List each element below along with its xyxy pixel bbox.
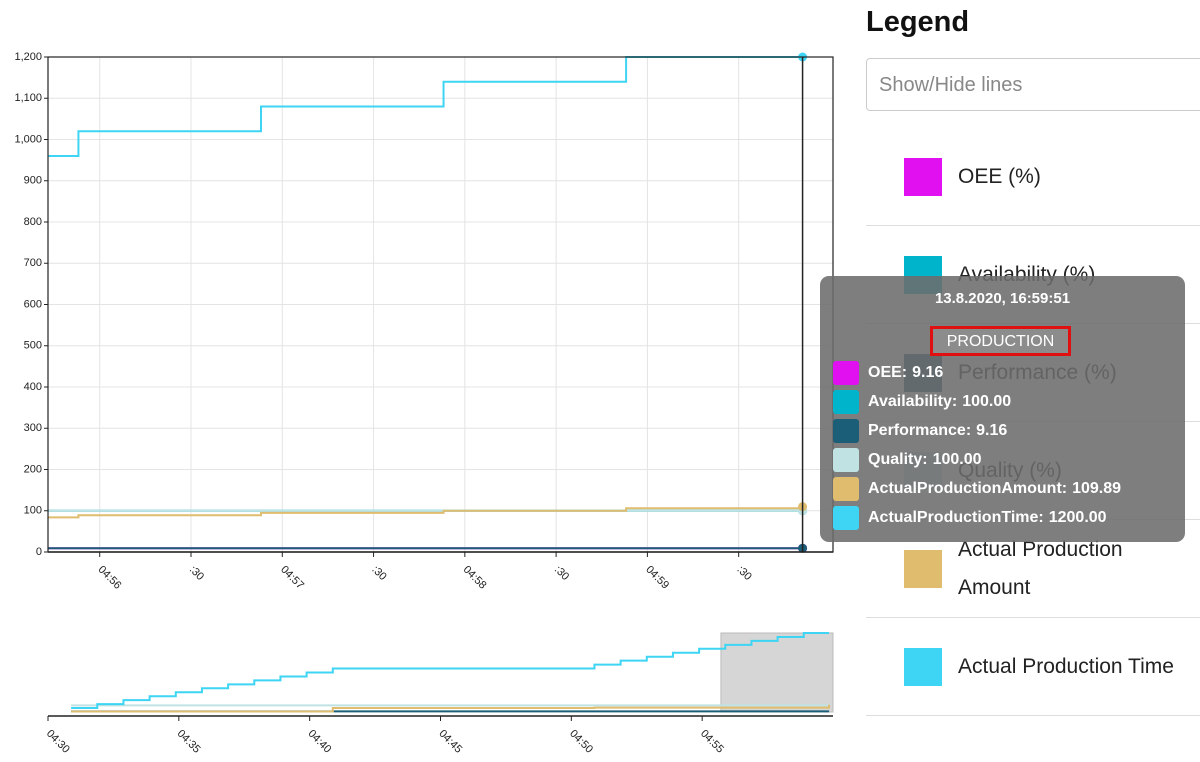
x-tick-label: 04:57 (278, 564, 306, 592)
legend-label: OEE (%) (958, 164, 1041, 188)
tooltip-row: ActualProductionTime: 1200.00 (833, 506, 1107, 530)
tooltip-value: 109.89 (1072, 480, 1122, 497)
tooltip-swatch (833, 361, 859, 385)
tooltip-swatch (833, 390, 859, 414)
tooltip-swatch (833, 506, 859, 530)
legend-item[interactable]: OEE (%) (866, 128, 1200, 226)
chart: 0 100 200 300 400 500 600 700 800 900 1,000 1,100 1,… (14, 51, 834, 756)
x-tick-label: 04:35 (175, 728, 203, 756)
tooltip-badge: PRODUCTION (930, 326, 1071, 356)
y-tick-label: 0 (36, 546, 42, 558)
x-tick-label: 04:58 (461, 564, 489, 592)
tooltip-row: Quality: 100.00 (833, 448, 982, 472)
tooltip-label: ActualProductionTime: (868, 509, 1044, 526)
x-tick-label: :30 (552, 564, 571, 583)
series-line (71, 704, 831, 713)
y-tick-label: 900 (24, 175, 42, 187)
tooltip-row: ActualProductionAmount: 109.89 (833, 477, 1121, 501)
legend-item[interactable]: Actual Production Amount (866, 520, 1200, 618)
series-line (48, 506, 804, 519)
series-line (48, 56, 803, 157)
y-tick-label: 100 (24, 505, 42, 517)
y-tick-label: 1,200 (14, 51, 42, 63)
legend-label: Actual Production Time (958, 654, 1174, 678)
x-tick-label: :30 (735, 564, 754, 583)
filter-input[interactable]: Show/Hide lines (866, 58, 1200, 111)
x-tick-label: 04:56 (96, 564, 124, 592)
brush-selection (720, 632, 834, 713)
tooltip-row: Availability: 100.00 (833, 390, 1011, 414)
y-tick-label: 400 (24, 381, 42, 393)
tooltip-value: 9.16 (976, 422, 1008, 439)
tooltip-title: 13.8.2020, 16:59:51 (934, 290, 1071, 307)
y-tick-label: 500 (24, 340, 42, 352)
y-tick-label: 1,000 (14, 133, 42, 145)
x-tick-label: :30 (369, 564, 388, 583)
tooltip-value: 100.00 (962, 393, 1012, 410)
legend-item[interactable]: Actual Production Time (866, 618, 1200, 716)
x-tick-label: 04:30 (44, 728, 72, 756)
tooltip-label: ActualProductionAmount: (868, 480, 1068, 497)
legend-swatch (904, 648, 942, 686)
tooltip-swatch (833, 448, 859, 472)
tooltip-value: 9.16 (912, 364, 944, 381)
tooltip-swatch (833, 477, 859, 501)
tooltip-value: 100.00 (932, 451, 982, 468)
series-line (71, 632, 830, 710)
legend-swatch (904, 158, 942, 196)
y-tick-label: 1,100 (14, 92, 42, 104)
tooltip-row: OEE: 9.16 (833, 361, 943, 385)
tooltip-value: 1200.00 (1048, 509, 1107, 526)
legend-title: Legend (866, 6, 970, 38)
x-tick-label: 04:59 (643, 564, 671, 592)
tooltip-label: OEE: (868, 364, 908, 381)
y-tick-label: 600 (24, 298, 42, 310)
x-tick-label: :30 (187, 564, 206, 583)
tooltip-swatch (833, 419, 859, 443)
tooltip-label: Availability: (868, 393, 958, 410)
y-tick-label: 200 (24, 463, 42, 475)
y-tick-label: 800 (24, 216, 42, 228)
legend-swatch (904, 550, 942, 588)
tooltip: 13.8.2020, 16:59:51 PRODUCTION OEE: 9.16 A… (820, 276, 1185, 542)
y-tick-label: 700 (24, 257, 42, 269)
x-tick-label: 04:45 (436, 728, 464, 756)
x-tick-label: 04:50 (567, 728, 595, 756)
y-tick-label: 300 (24, 422, 42, 434)
tooltip-label: Performance: (868, 422, 972, 439)
tooltip-label: Quality: (868, 451, 928, 468)
tooltip-row: Performance: 9.16 (833, 419, 1007, 443)
x-tick-label: 04:40 (305, 728, 333, 756)
x-tick-label: 04:55 (698, 728, 726, 756)
legend-label: Actual Production Amount (958, 537, 1123, 599)
